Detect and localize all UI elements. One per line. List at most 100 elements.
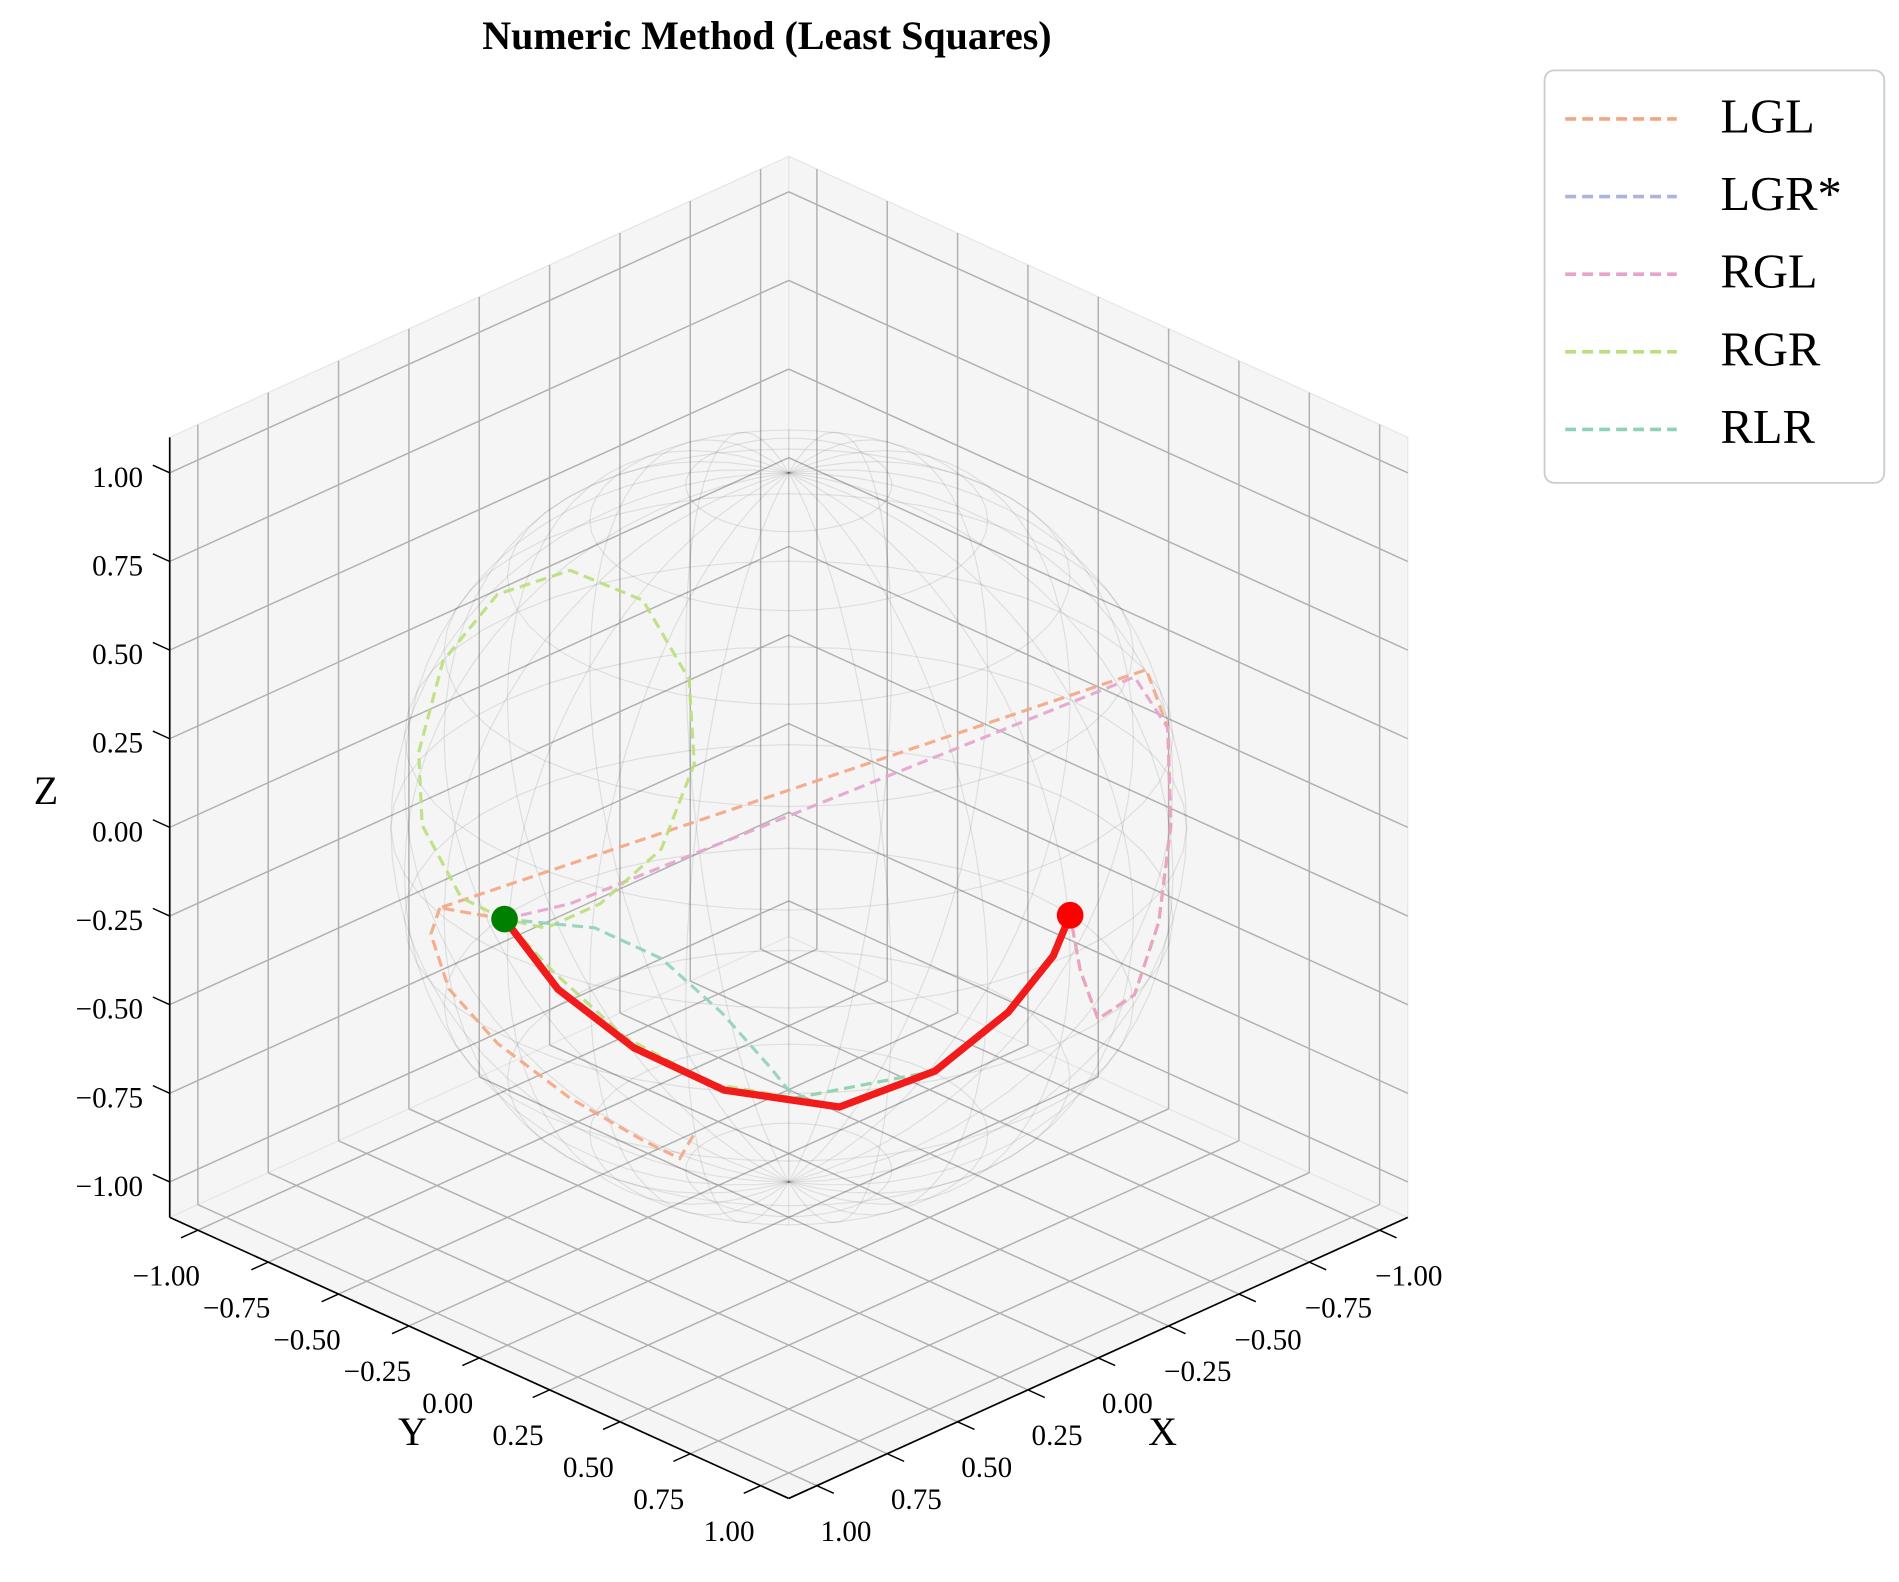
sphere-meridian xyxy=(506,472,790,1205)
grid-line xyxy=(788,634,1409,917)
axes: −1.00−0.75−0.50−0.250.000.250.500.751.00… xyxy=(34,437,1442,1548)
z-tick-label: −0.50 xyxy=(76,994,143,1026)
y-tick-mark xyxy=(743,1485,761,1494)
sphere-meridian xyxy=(788,472,893,1224)
x-tick-mark xyxy=(886,1453,905,1463)
start-point xyxy=(491,905,518,933)
grid-line xyxy=(267,980,888,1263)
y-tick-mark xyxy=(532,1389,550,1399)
grid-line xyxy=(338,1012,958,1295)
sphere-meridian xyxy=(685,472,790,1224)
y-axis-label: Y xyxy=(398,1409,427,1454)
z-tick-mark xyxy=(152,464,171,474)
sphere-parallel xyxy=(685,437,893,533)
sphere-meridian xyxy=(788,460,1135,1183)
grid-line xyxy=(788,368,1409,651)
sphere-meridian xyxy=(443,472,789,1194)
x-axis-label: X xyxy=(1148,1409,1177,1454)
grid-line xyxy=(169,722,790,1006)
x-tick-label: 0.25 xyxy=(1032,1420,1083,1452)
grid-line xyxy=(689,1172,1310,1455)
x-tick-mark xyxy=(1168,1325,1186,1335)
sphere-meridian xyxy=(589,472,790,1216)
sphere-meridian xyxy=(788,472,989,1216)
sphere-parallel xyxy=(506,448,1071,705)
sphere-meridian xyxy=(390,472,789,1183)
series-line xyxy=(504,675,1173,1022)
sphere-parallel xyxy=(589,429,989,612)
x-tick-label: 0.75 xyxy=(891,1484,942,1516)
legend-label: RLR xyxy=(1720,401,1815,454)
y-tick-mark xyxy=(602,1421,621,1431)
z-axis-label: Z xyxy=(34,768,58,813)
y-tick-label: 1.00 xyxy=(704,1516,755,1548)
sphere-meridian xyxy=(788,469,1174,1183)
grid-line xyxy=(169,900,790,1183)
sphere-meridian xyxy=(788,472,1071,1205)
sphere-meridian xyxy=(788,472,1188,1183)
y-tick-label: 0.50 xyxy=(563,1452,614,1484)
z-tick-label: −0.25 xyxy=(76,905,143,937)
grid-line xyxy=(549,1108,1169,1391)
y-axis-line xyxy=(169,1216,790,1500)
y-tick-mark xyxy=(251,1261,269,1271)
sphere-meridian xyxy=(685,431,790,1183)
x-tick-label: 0.00 xyxy=(1102,1388,1153,1420)
grid-line xyxy=(169,191,790,474)
x-tick-mark xyxy=(1097,1357,1116,1367)
grid-line xyxy=(169,457,790,740)
sphere-parallel xyxy=(685,1122,893,1218)
y-tick-label: 0.75 xyxy=(633,1484,684,1516)
grid-line xyxy=(788,545,1409,829)
legend-frame xyxy=(1543,69,1886,484)
z-tick-label: −1.00 xyxy=(76,1171,143,1203)
legend-label: LGR* xyxy=(1720,168,1841,221)
sphere-meridian xyxy=(788,431,893,1183)
end-point xyxy=(1056,901,1084,929)
y-tick-mark xyxy=(462,1357,480,1367)
grid-line xyxy=(169,811,790,1094)
sphere-meridian xyxy=(788,472,1135,1194)
grid-line xyxy=(788,722,1409,1006)
z-tick-label: 0.25 xyxy=(92,728,143,760)
z-tick-label: 0.50 xyxy=(92,639,143,671)
grid xyxy=(169,169,1409,1487)
grid-line xyxy=(197,948,818,1231)
grid-line xyxy=(169,279,790,563)
sphere-meridian xyxy=(589,439,790,1183)
y-tick-mark xyxy=(321,1293,339,1303)
y-tick-label: −0.75 xyxy=(203,1292,270,1324)
sphere-meridian xyxy=(403,469,789,1183)
z-tick-mark xyxy=(152,730,171,740)
series-lines xyxy=(417,568,1173,1161)
grid-line xyxy=(788,811,1409,1094)
grid-line xyxy=(788,900,1409,1183)
grid-line xyxy=(788,279,1409,563)
sphere-meridian xyxy=(443,460,789,1183)
y-tick-mark xyxy=(391,1325,410,1335)
y-tick-mark xyxy=(673,1453,691,1463)
chart-title: Numeric Method (Least Squares) xyxy=(482,13,1051,58)
z-tick-label: −0.75 xyxy=(76,1082,143,1114)
z-tick-mark xyxy=(152,641,171,651)
z-tick-mark xyxy=(152,996,171,1006)
grid-line xyxy=(760,1203,1380,1487)
x-tick-label: −1.00 xyxy=(1375,1260,1442,1292)
sphere-parallel xyxy=(403,560,1174,911)
z-tick-mark xyxy=(152,907,171,917)
z-tick-label: 0.75 xyxy=(92,550,143,582)
sphere-parallel xyxy=(506,949,1071,1207)
x-tick-mark xyxy=(1027,1389,1046,1399)
x-tick-label: 1.00 xyxy=(821,1516,872,1548)
sphere-parallel xyxy=(443,493,1135,808)
grid-line xyxy=(478,1076,1099,1359)
x-tick-mark xyxy=(1308,1261,1327,1271)
x-tick-label: −0.25 xyxy=(1164,1356,1231,1388)
z-tick-mark xyxy=(152,553,171,563)
z-tick-label: 0.00 xyxy=(92,816,143,848)
legend: LGL LGR* RGL RGR RLR xyxy=(1543,69,1886,484)
sphere-meridian xyxy=(506,449,790,1183)
grid-line xyxy=(169,634,790,917)
x-tick-label: −0.75 xyxy=(1305,1292,1372,1324)
